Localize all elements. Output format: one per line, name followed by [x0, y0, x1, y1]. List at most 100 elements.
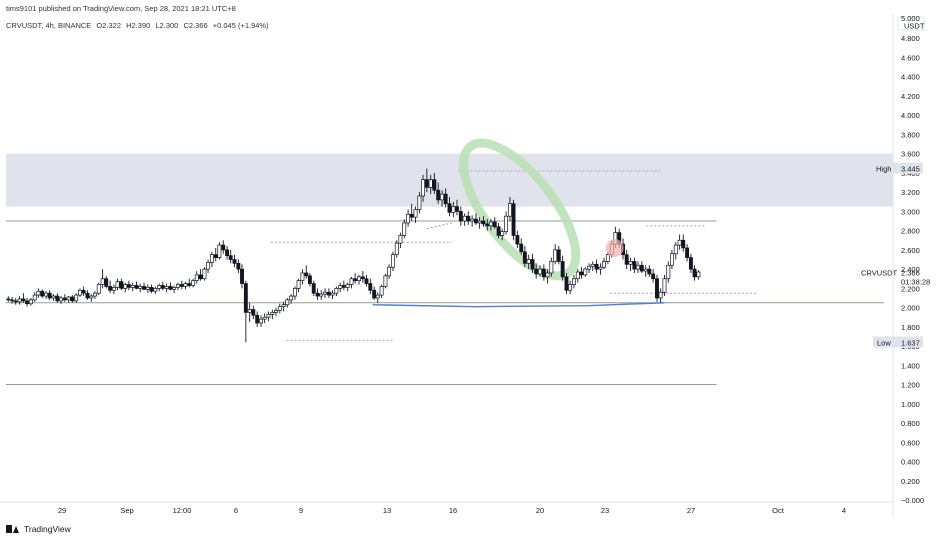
candle[interactable]: [443, 188, 448, 208]
candle[interactable]: [138, 283, 143, 293]
candle[interactable]: [360, 271, 365, 283]
candle[interactable]: [145, 284, 150, 294]
candle[interactable]: [421, 174, 425, 202]
candle[interactable]: [628, 257, 633, 272]
candle[interactable]: [149, 284, 154, 294]
candle[interactable]: [92, 291, 97, 299]
candle[interactable]: [187, 278, 192, 288]
candle[interactable]: [530, 253, 535, 273]
candle[interactable]: [247, 302, 252, 323]
candle[interactable]: [583, 267, 588, 277]
candle[interactable]: [153, 286, 158, 295]
candle[interactable]: [519, 238, 524, 255]
candle[interactable]: [13, 297, 18, 305]
candle[interactable]: [345, 282, 350, 292]
candle[interactable]: [315, 288, 320, 300]
candle[interactable]: [157, 283, 162, 292]
candle[interactable]: [556, 246, 561, 265]
candle[interactable]: [624, 249, 629, 270]
candle[interactable]: [319, 290, 324, 300]
candle[interactable]: [251, 305, 256, 320]
candle[interactable]: [194, 271, 199, 284]
candle[interactable]: [522, 246, 527, 268]
candle[interactable]: [89, 294, 94, 302]
candle[interactable]: [538, 265, 542, 277]
candle[interactable]: [277, 303, 282, 314]
candle[interactable]: [32, 292, 37, 302]
candle[interactable]: [375, 292, 380, 303]
candle[interactable]: [115, 278, 120, 291]
candle[interactable]: [330, 290, 335, 299]
candle[interactable]: [266, 311, 271, 322]
highlight-circle[interactable]: [605, 238, 624, 257]
candle[interactable]: [447, 196, 452, 217]
candle[interactable]: [390, 251, 395, 272]
candle[interactable]: [357, 274, 361, 285]
candle[interactable]: [59, 296, 63, 304]
blue-support-line[interactable]: [372, 302, 665, 308]
candle[interactable]: [55, 293, 60, 303]
candle[interactable]: [511, 199, 516, 241]
candle[interactable]: [179, 280, 184, 290]
candle[interactable]: [40, 289, 45, 298]
candle[interactable]: [681, 234, 686, 252]
candle[interactable]: [285, 297, 290, 308]
candle[interactable]: [372, 286, 377, 300]
candle[interactable]: [549, 257, 554, 277]
low-marker[interactable]: Low 1.637: [873, 336, 923, 348]
candle[interactable]: [304, 265, 309, 279]
candle[interactable]: [202, 267, 207, 281]
high-marker[interactable]: High 3.445: [872, 162, 923, 174]
candle[interactable]: [451, 201, 456, 218]
candle[interactable]: [21, 293, 26, 303]
candle[interactable]: [515, 230, 520, 248]
candle[interactable]: [485, 219, 490, 231]
candle[interactable]: [259, 315, 263, 327]
candle[interactable]: [293, 286, 297, 300]
candle[interactable]: [387, 264, 392, 279]
candle[interactable]: [213, 247, 218, 262]
candle[interactable]: [255, 311, 260, 327]
candle[interactable]: [289, 294, 294, 304]
candle[interactable]: [6, 296, 11, 302]
candle[interactable]: [534, 263, 539, 279]
candle[interactable]: [474, 213, 478, 225]
candle[interactable]: [579, 267, 584, 279]
candle[interactable]: [428, 174, 433, 195]
candle[interactable]: [217, 242, 222, 260]
candle[interactable]: [587, 263, 592, 273]
candle[interactable]: [436, 182, 441, 204]
candle[interactable]: [300, 269, 305, 285]
candle[interactable]: [70, 295, 75, 303]
candle[interactable]: [311, 280, 316, 297]
candle[interactable]: [198, 269, 203, 281]
candle[interactable]: [364, 274, 369, 287]
candle[interactable]: [462, 213, 467, 226]
candle[interactable]: [368, 278, 373, 295]
candle[interactable]: [168, 282, 173, 291]
candle[interactable]: [481, 216, 486, 227]
candle[interactable]: [383, 273, 388, 289]
candle[interactable]: [25, 297, 29, 307]
candle[interactable]: [692, 265, 697, 281]
candle[interactable]: [560, 255, 565, 281]
candle[interactable]: [130, 282, 135, 292]
candle[interactable]: [379, 284, 384, 298]
candle[interactable]: [349, 276, 354, 289]
candle[interactable]: [100, 269, 105, 289]
candle[interactable]: [655, 274, 659, 302]
candle[interactable]: [639, 261, 644, 273]
candle[interactable]: [432, 172, 437, 195]
candle[interactable]: [677, 234, 682, 250]
candle[interactable]: [470, 215, 475, 227]
candle[interactable]: [307, 272, 312, 287]
candle[interactable]: [394, 240, 399, 258]
highlight-ellipse[interactable]: [444, 126, 596, 294]
candle[interactable]: [232, 254, 237, 268]
candle[interactable]: [66, 296, 71, 303]
candle[interactable]: [334, 286, 339, 297]
candle[interactable]: [496, 222, 501, 239]
